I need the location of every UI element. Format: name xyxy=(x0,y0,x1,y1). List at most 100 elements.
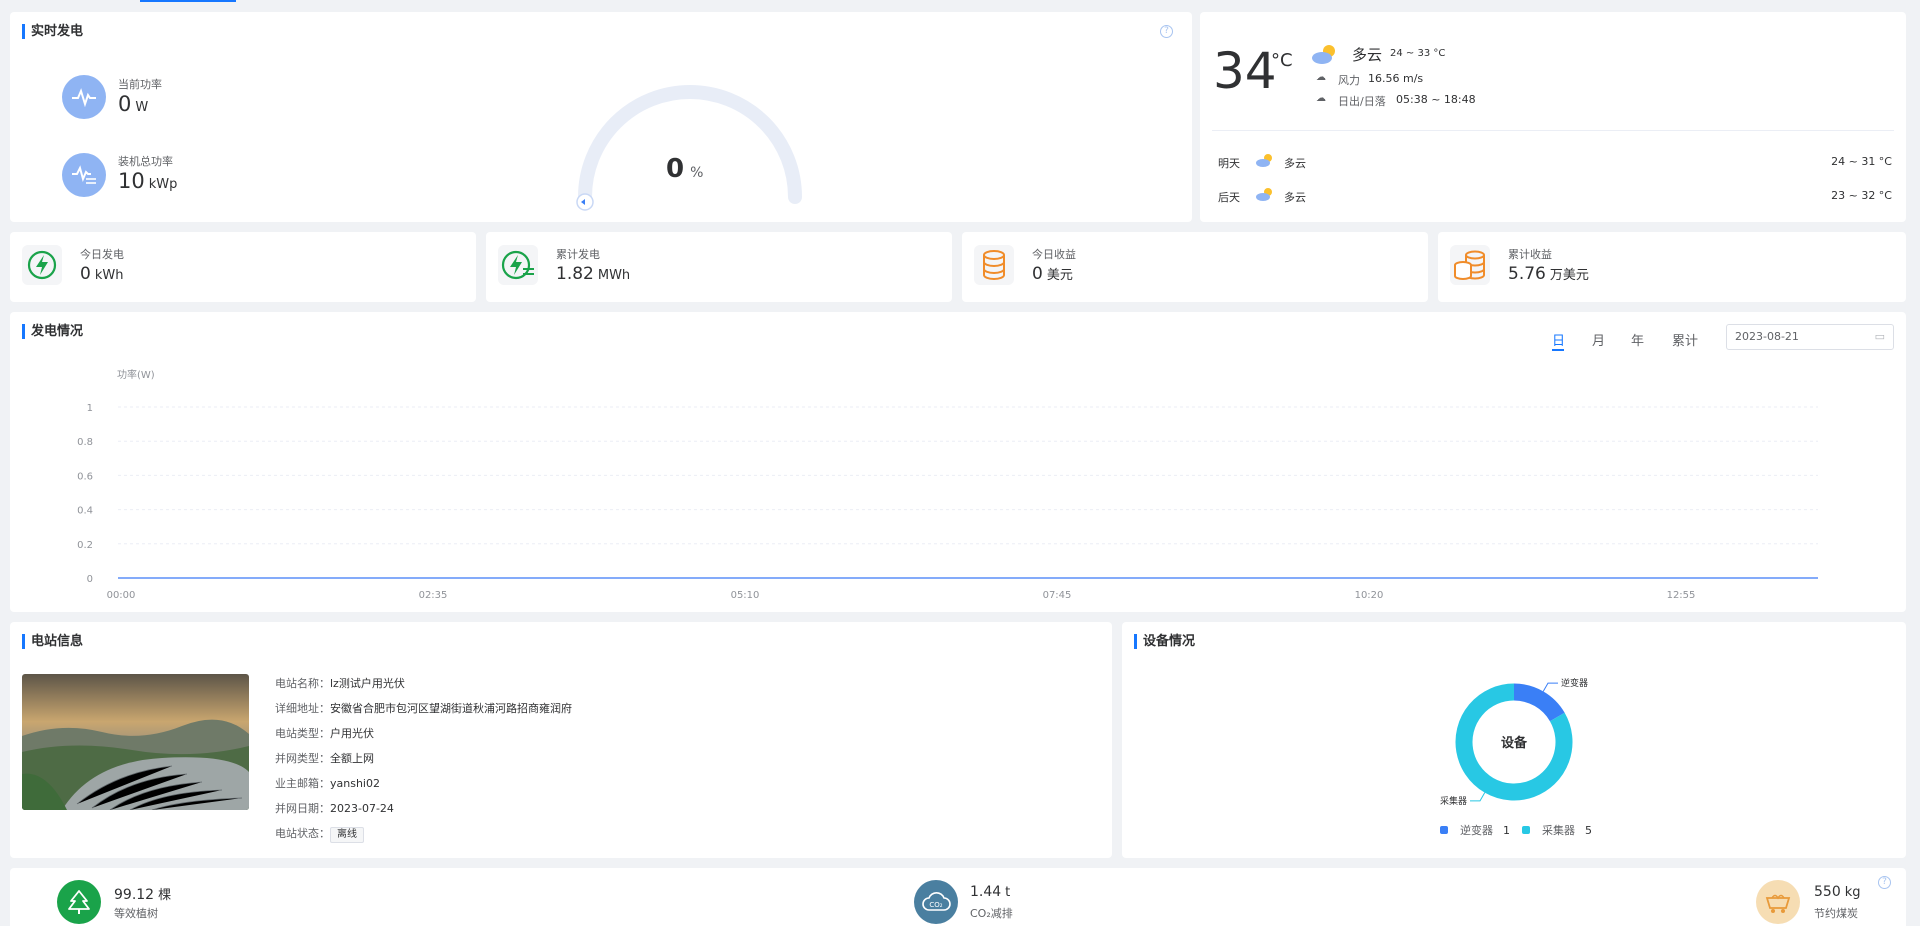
y-tick-label: 1 xyxy=(87,403,93,414)
weather-temperature: 34 xyxy=(1213,42,1277,100)
station-photo xyxy=(22,674,249,810)
stat-label: 今日发电 xyxy=(80,248,124,261)
station-name-row: 电站名称：lz测试户用光伏 xyxy=(275,677,405,690)
slice-label: 采集器 xyxy=(1440,795,1467,807)
legend-label: 采集器 xyxy=(1542,824,1575,837)
stat-value: 0 美元 xyxy=(1032,264,1073,284)
stat-label: 累计收益 xyxy=(1508,248,1552,261)
stat-value: 5.76 万美元 xyxy=(1508,264,1589,284)
tab-year[interactable]: 年 xyxy=(1631,334,1645,349)
weather-condition: 多云 xyxy=(1352,46,1383,64)
y-axis-label: 功率(W) xyxy=(117,368,155,381)
stat-label: 累计发电 xyxy=(556,248,600,261)
weather-unit: °C xyxy=(1271,50,1293,71)
donut-center-label: 设备 xyxy=(1501,735,1528,751)
gauge-value: 0% xyxy=(666,154,704,184)
eco-value: 550 kg xyxy=(1814,884,1861,900)
slice-leader-line xyxy=(1542,682,1558,692)
help-icon[interactable]: ? xyxy=(1878,876,1891,889)
stat-value: 0 kWh xyxy=(80,264,124,284)
slice-leader-line xyxy=(1470,792,1486,802)
coin-stacks-icon xyxy=(1450,245,1490,285)
tree-icon xyxy=(57,880,101,924)
generation-chart: 功率(W) 0 0.2 0.4 0.6 0.8 1 00:00 02:35 05:10 07:45 1… xyxy=(77,368,1818,601)
installed-power-icon xyxy=(62,153,106,197)
y-tick-label: 0 xyxy=(87,574,93,585)
current-power-label: 当前功率 xyxy=(118,78,162,91)
grid-date-row: 并网日期：2023-07-24 xyxy=(275,802,394,815)
eco-label: CO₂减排 xyxy=(970,907,1013,920)
lightning-total-icon xyxy=(498,245,538,285)
stat-label: 今日收益 xyxy=(1032,248,1076,261)
grid-type-row: 并网类型：全额上网 xyxy=(275,752,374,765)
forecast-condition-1: 多云 xyxy=(1284,157,1306,170)
stat-card-total-revenue: 累计收益 5.76 万美元 xyxy=(1438,232,1906,302)
wind-icon: ☁ xyxy=(1316,72,1326,83)
date-picker-value: 2023-08-21 xyxy=(1735,330,1799,343)
eco-label: 等效植树 xyxy=(114,907,158,920)
wind-value: 16.56 m/s xyxy=(1368,72,1424,85)
forecast-day-1: 明天 xyxy=(1218,157,1240,170)
calendar-icon: ▭ xyxy=(1874,330,1885,343)
section-title-devices: 设备情况 xyxy=(1134,634,1195,649)
coin-stack-icon xyxy=(974,245,1014,285)
power-gauge xyxy=(576,85,802,211)
date-picker[interactable]: 2023-08-21 ▭ xyxy=(1726,324,1894,350)
weather-divider xyxy=(1212,130,1894,131)
forecast-condition-2: 多云 xyxy=(1284,191,1306,204)
tab-month[interactable]: 月 xyxy=(1592,334,1606,349)
coal-cart-icon xyxy=(1756,880,1800,924)
section-title-realtime: 实时发电 xyxy=(22,24,83,39)
lightning-icon xyxy=(22,245,62,285)
eco-label: 节约煤炭 xyxy=(1814,907,1858,920)
legend-count: 5 xyxy=(1585,823,1592,837)
forecast-day-2: 后天 xyxy=(1218,191,1240,204)
donut-slice xyxy=(1455,683,1573,801)
tab-total[interactable]: 累计 xyxy=(1672,334,1699,349)
wind-label: 风力 xyxy=(1338,74,1360,87)
x-tick-label: 10:20 xyxy=(1355,590,1384,601)
section-title-generation: 发电情况 xyxy=(22,324,83,339)
pulse-icon xyxy=(62,75,106,119)
legend-item-collector[interactable]: 采集器 5 xyxy=(1522,822,1592,838)
sun-label: 日出/日落 xyxy=(1338,95,1386,108)
stat-card-total-generation: 累计发电 1.82 MWh xyxy=(486,232,952,302)
section-title-station: 电站信息 xyxy=(22,634,83,649)
legend-count: 1 xyxy=(1503,823,1510,837)
slice-label: 逆变器 xyxy=(1561,677,1588,689)
tab-day[interactable]: 日 xyxy=(1552,334,1566,349)
eco-value: 99.12 棵 xyxy=(114,887,172,903)
x-tick-label: 12:55 xyxy=(1667,590,1696,601)
co2-cloud-icon: CO₂ xyxy=(914,880,958,924)
installed-power-label: 装机总功率 xyxy=(118,155,173,168)
legend-label: 逆变器 xyxy=(1460,824,1493,837)
legend-item-inverter[interactable]: 逆变器 1 xyxy=(1440,822,1510,838)
svg-text:CO₂: CO₂ xyxy=(929,901,942,909)
forecast-range-1: 24 ~ 31 °C xyxy=(1831,155,1892,168)
eco-card: ? 99.12 棵 等效植树 CO₂ 1.44 t CO₂减排 550 kg 节约煤炭 xyxy=(10,868,1906,926)
sun-value: 05:38 ~ 18:48 xyxy=(1396,93,1476,106)
sunrise-icon: ☁ xyxy=(1316,93,1326,104)
station-status-row: 电站状态： 离线 xyxy=(275,825,364,843)
status-badge: 离线 xyxy=(330,827,364,843)
installed-power-value: 10 kWp xyxy=(118,169,178,193)
y-tick-label: 0.6 xyxy=(77,471,93,482)
forecast-range-2: 23 ~ 32 °C xyxy=(1831,189,1892,202)
top-tab-strip xyxy=(0,0,1920,3)
donut-slice xyxy=(1513,683,1565,722)
x-tick-label: 07:45 xyxy=(1043,590,1072,601)
eco-value: 1.44 t xyxy=(970,884,1011,900)
x-tick-label: 02:35 xyxy=(419,590,448,601)
station-address-row: 详细地址：安徽省合肥市包河区望湖街道秋浦河路招商雍润府 xyxy=(275,702,572,715)
active-tab-indicator[interactable] xyxy=(140,0,236,2)
stat-value: 1.82 MWh xyxy=(556,264,631,284)
station-card: 电站信息 电站名称：lz测试户用光伏 详细地址：安徽省合肥市包河区望湖街道秋浦河… xyxy=(10,622,1112,858)
weather-range: 24 ~ 33 °C xyxy=(1390,48,1446,59)
partly-cloudy-icon xyxy=(1312,45,1335,64)
y-tick-label: 0.4 xyxy=(77,506,93,517)
tab-day-underline xyxy=(1552,349,1564,351)
x-tick-label: 05:10 xyxy=(731,590,760,601)
help-icon[interactable]: ? xyxy=(1160,25,1173,38)
